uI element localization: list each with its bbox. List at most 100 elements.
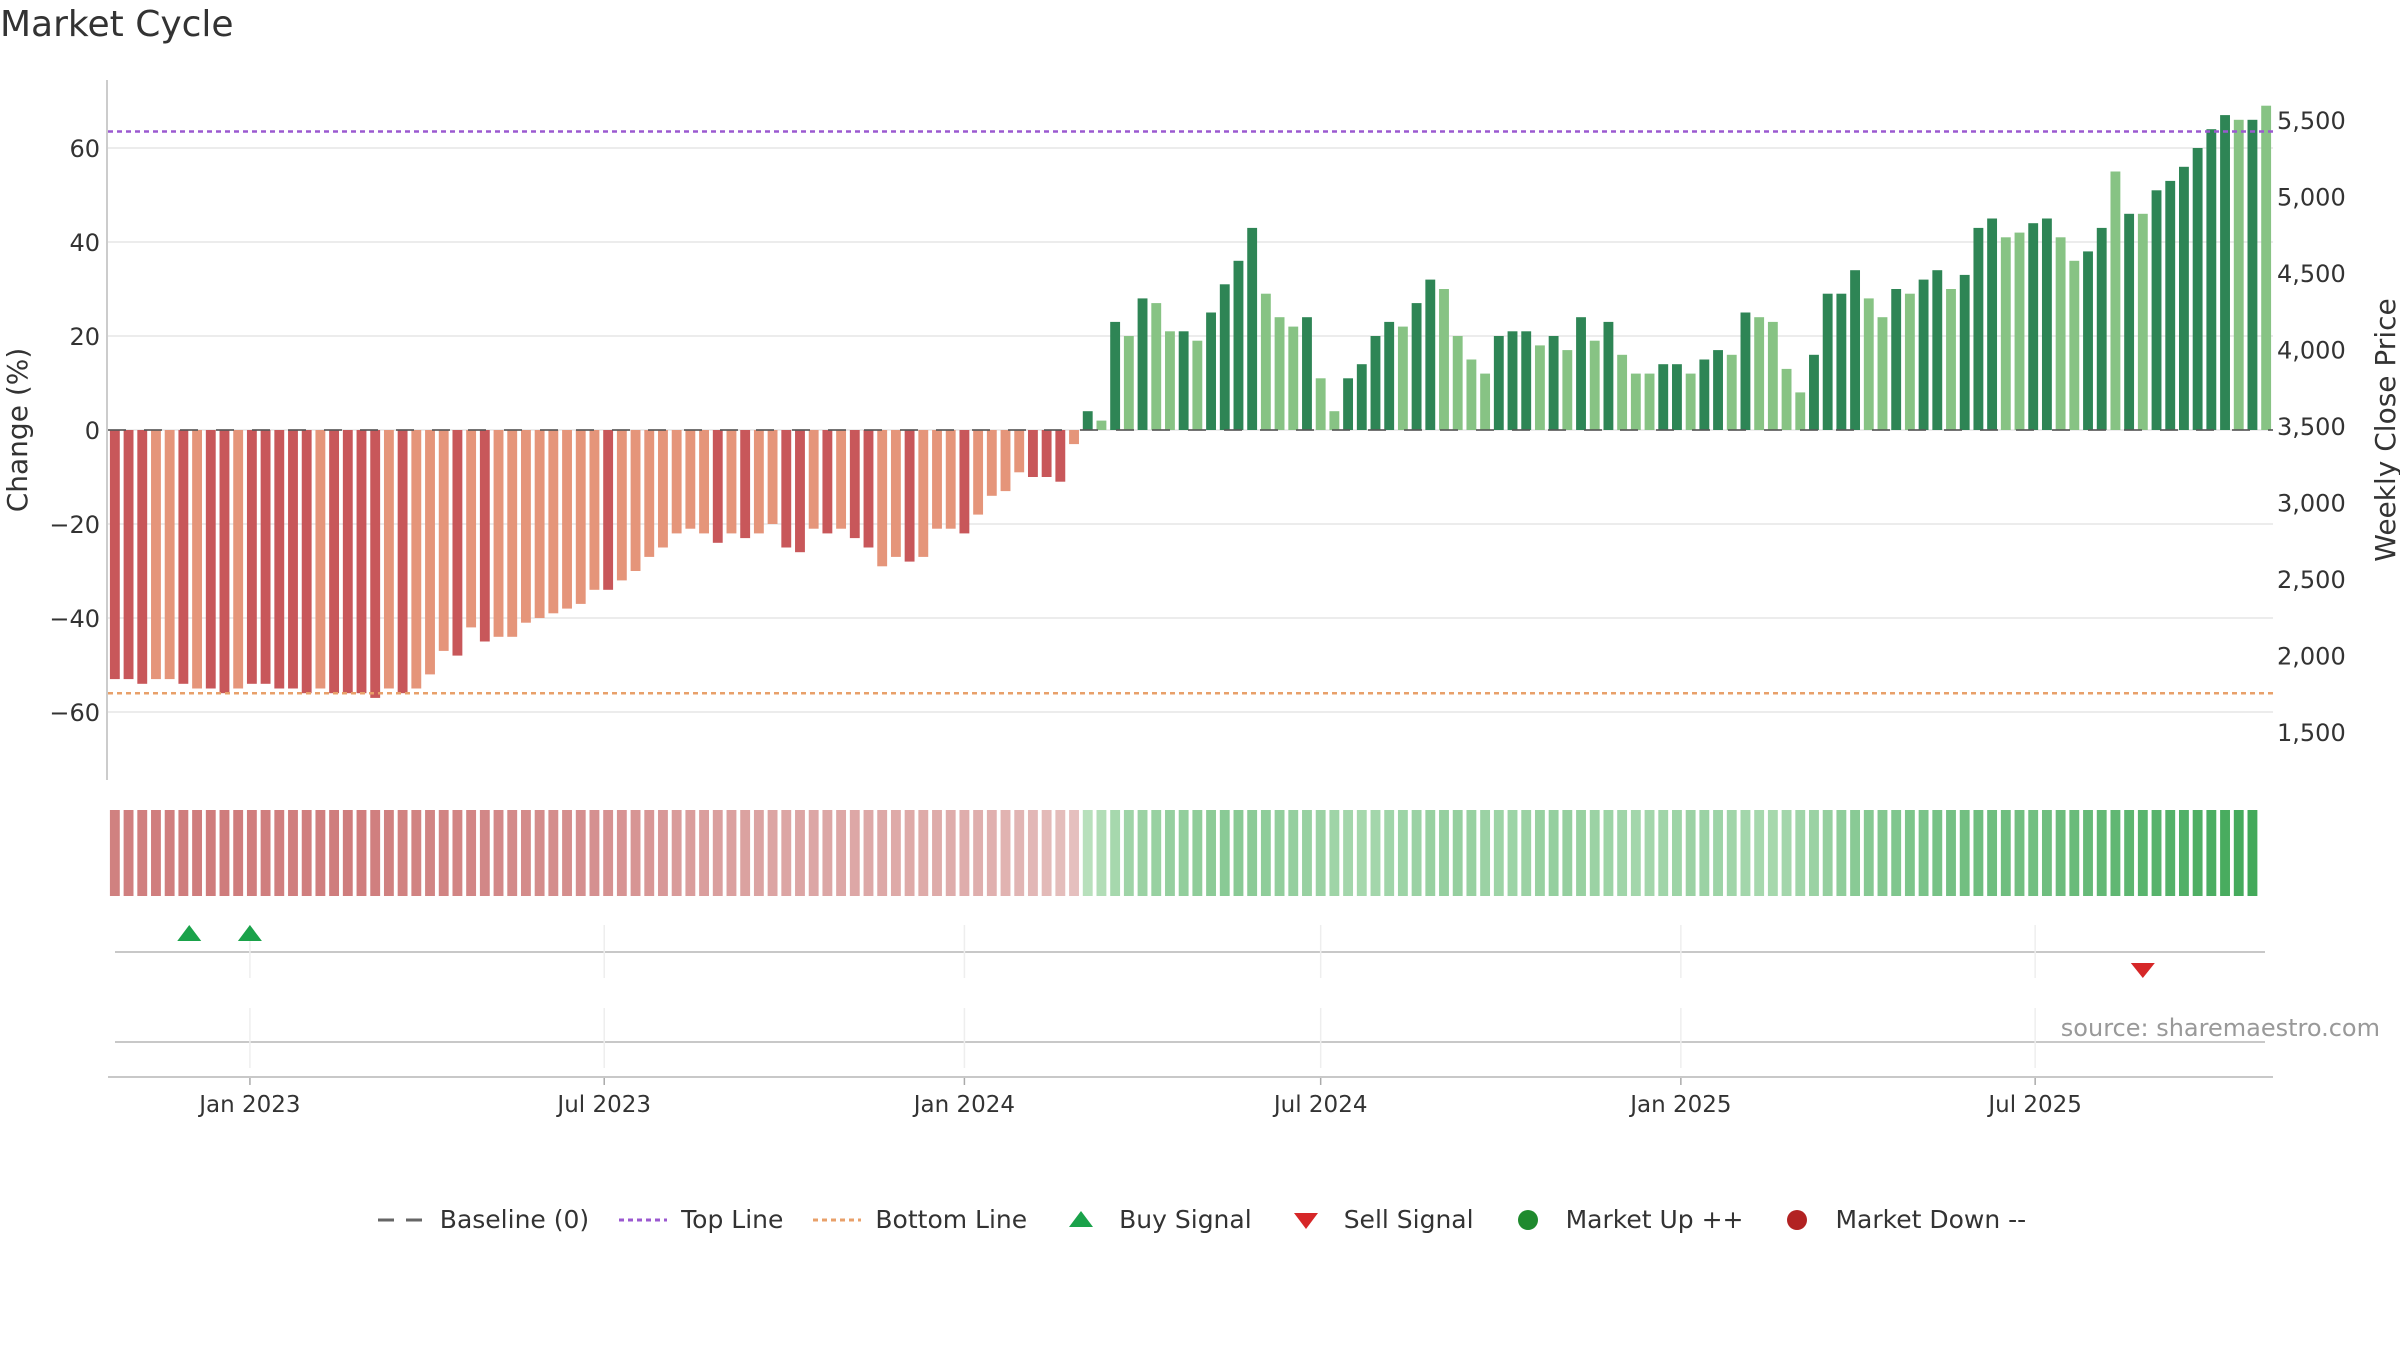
y-tick-label: 40 (69, 229, 100, 257)
trend-cell (562, 810, 572, 896)
bar (1809, 354, 1819, 430)
bar (1658, 364, 1669, 430)
bar (1644, 373, 1655, 430)
bar (795, 430, 805, 553)
bar (918, 430, 929, 557)
trend-cell (493, 810, 504, 896)
bar (520, 430, 531, 623)
bar (233, 430, 244, 689)
x-tick-label: Jan 2023 (197, 1092, 300, 1118)
bar (603, 430, 614, 590)
bar (1260, 293, 1271, 430)
bar (2028, 223, 2039, 430)
bar (1274, 317, 1285, 430)
y2-tick-label: 4,500 (2277, 260, 2346, 288)
y2-tick-label: 5,500 (2277, 107, 2346, 135)
trend-cell (534, 810, 545, 896)
bar (1987, 218, 1998, 430)
trend-cell (2028, 810, 2039, 896)
trend-cell (1507, 810, 1518, 896)
bar (1493, 336, 1504, 430)
x-tick-label: Jul 2024 (1272, 1092, 1368, 1118)
bar (1507, 331, 1518, 430)
trend-cell (1397, 810, 1408, 896)
trend-cell (2247, 810, 2258, 896)
bar (589, 430, 600, 590)
trend-cell (1274, 810, 1285, 896)
trend-cell (2165, 810, 2176, 896)
bar (1699, 359, 1710, 430)
bar (1082, 411, 1093, 430)
bar (246, 430, 257, 684)
bar (1397, 326, 1408, 430)
trend-strip (109, 810, 2258, 896)
bar (808, 430, 819, 529)
bar (2014, 232, 2025, 430)
bar (164, 430, 175, 680)
trend-cell (383, 810, 394, 896)
trend-cell (2206, 810, 2217, 896)
trend-cell (205, 810, 216, 896)
trend-cell (1151, 810, 1162, 896)
y2-tick-label: 2,500 (2277, 566, 2346, 594)
bar (671, 430, 682, 534)
bar (2206, 129, 2217, 430)
bar (2041, 218, 2052, 430)
trend-cell (329, 810, 340, 896)
bar (383, 430, 394, 689)
buy-signal-marker (237, 925, 262, 941)
trend-cell (1795, 810, 1806, 896)
trend-cell (1233, 810, 1244, 896)
bar (1329, 411, 1340, 430)
bar (1466, 359, 1477, 430)
bar (2083, 251, 2093, 430)
bar (1480, 373, 1491, 430)
bar (904, 430, 915, 562)
legend-item-bottom-line: Bottom Line (809, 1205, 1027, 1234)
bar (2233, 119, 2244, 431)
trend-cell (1672, 810, 1682, 896)
bar (356, 430, 367, 694)
bar (1918, 279, 1929, 430)
y-axis-title: Change (%) (1, 348, 34, 513)
trend-cell (1384, 810, 1395, 896)
bar (2261, 105, 2272, 430)
trend-cell (2220, 810, 2230, 896)
bar (1315, 378, 1326, 430)
trend-cell (671, 810, 682, 896)
legend-item-top-line: Top Line (615, 1205, 783, 1234)
trend-cell (137, 810, 148, 896)
bar (1247, 227, 1258, 430)
bar (1370, 336, 1381, 430)
trend-cell (479, 810, 490, 896)
trend-cell (1110, 810, 1121, 896)
bar (370, 430, 381, 698)
bar (2192, 148, 2203, 430)
trend-cell (1069, 810, 1079, 896)
trend-cell (1973, 810, 1984, 896)
y2-tick-label: 3,500 (2277, 413, 2346, 441)
legend-item-market-up: Market Up ++ (1500, 1205, 1743, 1234)
bar (260, 430, 271, 684)
trend-cell (2110, 810, 2121, 896)
trend-cell (1219, 810, 1230, 896)
bar (699, 430, 709, 534)
bar (1288, 326, 1299, 430)
bar (1822, 293, 1833, 430)
bar (1850, 270, 1861, 430)
trend-cell (1644, 810, 1655, 896)
legend-label-market-down: Market Down -- (1835, 1205, 2027, 1234)
trend-cell (1178, 810, 1189, 896)
bar-series (109, 105, 2272, 698)
bar (329, 430, 340, 694)
bar (616, 430, 627, 581)
trend-cell (1439, 810, 1449, 896)
trend-cell (904, 810, 915, 896)
bar (1863, 298, 1874, 430)
y2-tick-label: 3,000 (2277, 490, 2346, 518)
bar (2179, 166, 2189, 431)
trend-cell (726, 810, 737, 896)
trend-cell (1589, 810, 1600, 896)
bar (2137, 213, 2148, 430)
bar (1411, 303, 1422, 430)
